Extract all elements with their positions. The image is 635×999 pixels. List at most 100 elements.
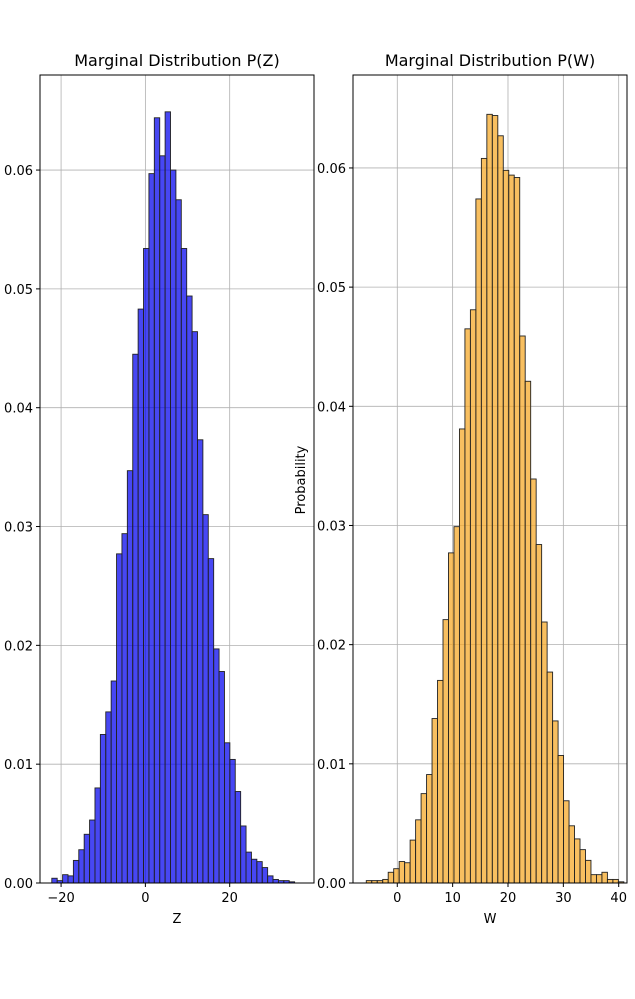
histogram-bar	[186, 295, 193, 884]
histogram-bar	[590, 874, 597, 884]
y-tick-label: 0.02	[317, 639, 346, 654]
y-tick-label: 0.05	[4, 283, 33, 298]
bars-z	[51, 111, 296, 884]
y-tick-label: 0.00	[317, 877, 346, 892]
histogram-bar	[143, 248, 150, 884]
y-tick-label: 0.04	[4, 402, 33, 417]
histogram-bar	[153, 117, 161, 884]
x-axis-label-z: Z	[173, 912, 182, 927]
histogram-bar	[78, 849, 85, 884]
x-tick-label: 30	[555, 891, 572, 906]
histogram-bar	[197, 439, 204, 884]
histogram-bar	[62, 874, 69, 884]
histogram-bar	[180, 248, 188, 884]
histogram-bar	[601, 871, 608, 884]
y-tick-label: 0.06	[4, 164, 33, 179]
histogram-bar	[89, 819, 96, 884]
panel-z: Marginal Distribution P(Z) Z −20 0 20 0.00 0…	[4, 51, 315, 927]
y-tick-label: 0.00	[4, 877, 33, 892]
x-axis-label-w: W	[484, 912, 497, 927]
histogram-bar	[170, 169, 177, 884]
histogram-bar	[387, 871, 395, 884]
histogram-bar	[164, 111, 171, 884]
histogram-bar	[240, 825, 247, 884]
y-tick-label: 0.05	[317, 281, 346, 296]
histogram-bar	[480, 157, 488, 884]
histogram-bar	[475, 198, 482, 884]
histogram-bar	[409, 839, 417, 884]
histogram-bar	[585, 859, 592, 884]
histogram-bar	[437, 679, 444, 884]
chart-title-z: Marginal Distribution P(Z)	[74, 51, 280, 70]
histogram-bar	[486, 113, 493, 884]
histogram-bar	[464, 328, 471, 884]
histogram-bar	[442, 619, 449, 884]
histogram-bar	[426, 774, 433, 884]
x-tick-label: 20	[500, 891, 517, 906]
chart-title-w: Marginal Distribution P(W)	[385, 51, 595, 70]
histogram-bar	[137, 308, 144, 884]
x-tick-label: 0	[141, 891, 149, 906]
histogram-bar	[535, 544, 543, 884]
histogram-bar	[458, 428, 466, 884]
y-tick-label: 0.06	[317, 162, 346, 177]
histogram-bar	[502, 169, 510, 884]
y-tick-label: 0.01	[317, 758, 346, 773]
histogram-bar	[431, 718, 438, 884]
histogram-bar	[110, 680, 118, 884]
histogram-bar	[51, 877, 58, 884]
y-tick-label: 0.03	[4, 521, 33, 536]
histogram-bar	[159, 155, 166, 884]
histogram-bar	[245, 851, 252, 884]
histogram-bar	[448, 552, 455, 884]
y-tick-label: 0.02	[4, 639, 33, 654]
histogram-bar	[191, 331, 198, 884]
histogram-bar	[382, 878, 389, 884]
x-tick-label: 20	[221, 891, 238, 906]
histogram-bar	[99, 734, 107, 884]
histogram-bar	[508, 174, 515, 884]
panel-w: Marginal Distribution P(W) W Probability…	[294, 51, 628, 927]
ticks-w: 0 10 20 30 40 0.00 0.01 0.02 0.03 0.04 0.05 0.06	[317, 162, 627, 906]
x-tick-label: 10	[444, 891, 461, 906]
y-tick-label: 0.03	[317, 519, 346, 534]
histogram-bar	[579, 849, 586, 884]
histogram-bar	[530, 478, 537, 884]
histogram-bar	[116, 553, 123, 884]
histogram-bar	[261, 867, 269, 884]
histogram-bar	[105, 711, 112, 884]
histogram-bar	[72, 859, 80, 884]
histogram-bar	[83, 833, 91, 884]
histogram-bar	[256, 861, 263, 884]
histogram-bar	[568, 825, 575, 884]
x-tick-label: 40	[610, 891, 627, 906]
histogram-bar	[524, 380, 532, 884]
histogram-bar	[420, 793, 428, 884]
y-tick-label: 0.01	[4, 758, 33, 773]
x-tick-label: 0	[393, 891, 401, 906]
histogram-bar	[234, 791, 242, 884]
axes-frame-z	[39, 74, 315, 884]
histogram-bar	[552, 720, 559, 884]
histogram-bar	[404, 862, 411, 884]
histogram-bar	[557, 755, 565, 884]
histogram-bar	[148, 173, 155, 884]
bars-w	[365, 113, 625, 884]
histogram-bar	[121, 533, 128, 884]
histogram-bar	[469, 309, 477, 884]
histogram-bar	[612, 878, 619, 884]
histogram-bar	[491, 115, 499, 884]
histogram-bar	[546, 671, 554, 884]
ticks-z: −20 0 20 0.00 0.01 0.02 0.03 0.04 0.05 0.06	[4, 164, 238, 906]
histogram-bar	[415, 819, 422, 884]
y-axis-label-w: Probability	[294, 445, 309, 514]
histogram-bar	[207, 558, 215, 884]
histogram-bar	[224, 742, 231, 884]
histogram-bar	[453, 526, 460, 884]
histogram-bar	[250, 858, 258, 884]
axes-frame-w	[352, 74, 628, 884]
histogram-bar	[606, 878, 614, 884]
histogram-bar	[218, 671, 225, 884]
histogram-bar	[229, 758, 236, 884]
